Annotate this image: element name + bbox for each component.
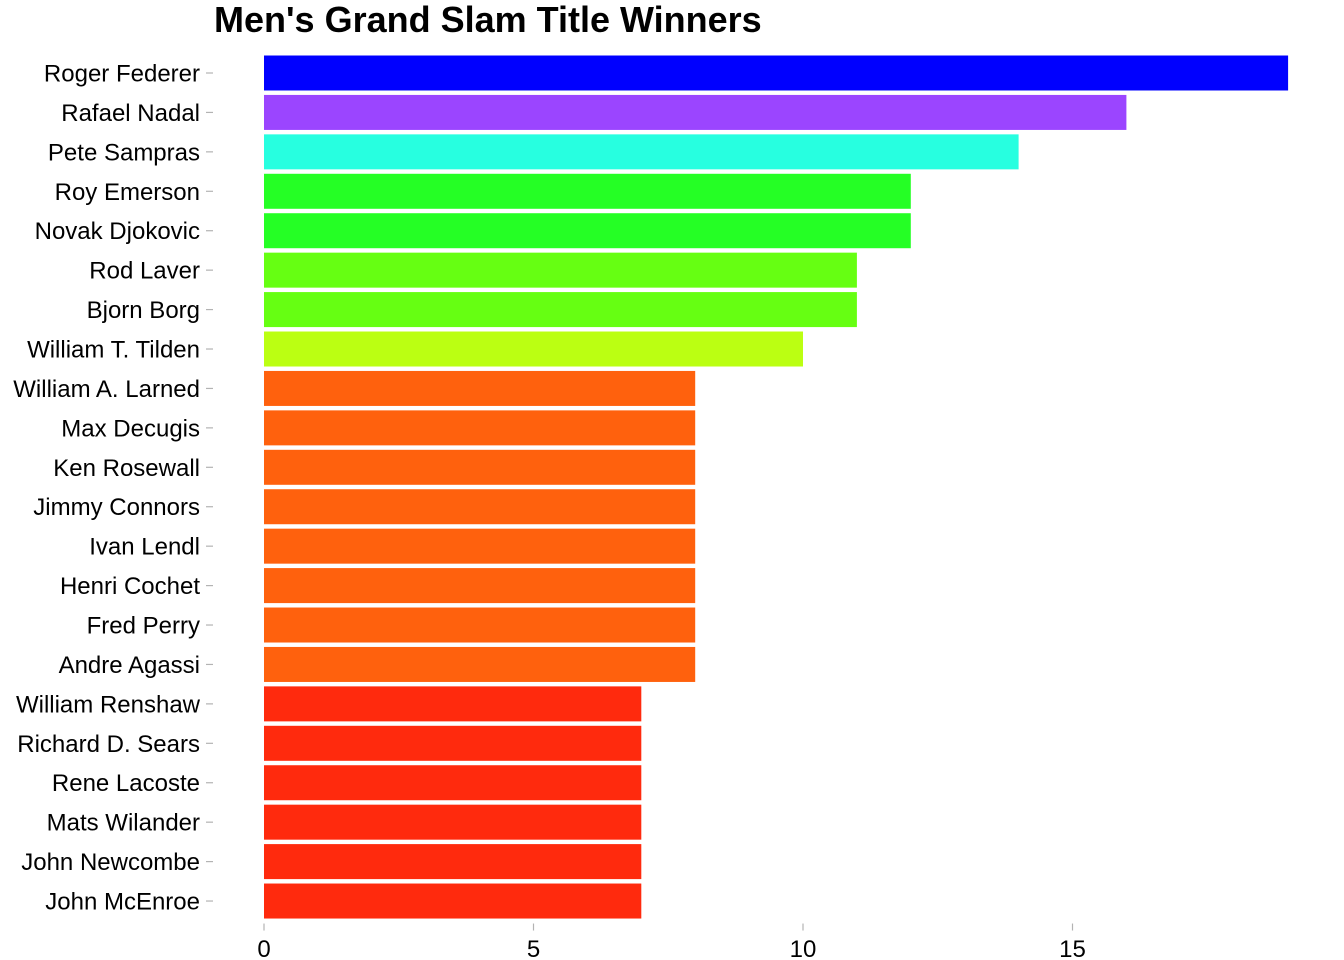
- bar-ivan-lendl: [264, 528, 696, 564]
- category-label-rafael-nadal: Rafael Nadal: [61, 100, 200, 127]
- bar-rafael-nadal: [264, 94, 1127, 130]
- x-tick-label-15: 15: [1059, 936, 1086, 960]
- category-label-john-newcombe: John Newcombe: [21, 849, 200, 876]
- category-label-mats-wilander: Mats Wilander: [47, 810, 200, 837]
- category-label-rene-lacoste: Rene Lacoste: [52, 770, 200, 797]
- category-label-rod-laver: Rod Laver: [89, 258, 200, 285]
- category-label-roy-emerson: Roy Emerson: [55, 179, 200, 206]
- x-tick-label-10: 10: [790, 936, 817, 960]
- bars-group: [264, 55, 1289, 919]
- category-label-max-decugis: Max Decugis: [61, 415, 200, 442]
- category-label-pete-sampras: Pete Sampras: [48, 139, 200, 166]
- category-label-ken-rosewall: Ken Rosewall: [53, 455, 200, 482]
- bar-pete-sampras: [264, 134, 1019, 170]
- category-label-richard-d-sears: Richard D. Sears: [17, 731, 200, 758]
- bar-john-mcenroe: [264, 883, 642, 919]
- bar-henri-cochet: [264, 568, 696, 604]
- bar-ken-rosewall: [264, 449, 696, 485]
- bar-william-renshaw: [264, 686, 642, 722]
- category-label-novak-djokovic: Novak Djokovic: [35, 218, 200, 245]
- bar-william-t-tilden: [264, 331, 803, 367]
- bar-max-decugis: [264, 410, 696, 446]
- bar-john-newcombe: [264, 844, 642, 880]
- bar-jimmy-connors: [264, 489, 696, 525]
- bar-rod-laver: [264, 252, 857, 288]
- bar-richard-d-sears: [264, 725, 642, 761]
- category-label-john-mcenroe: John McEnroe: [45, 889, 200, 916]
- category-label-william-renshaw: William Renshaw: [16, 691, 201, 718]
- category-label-roger-federer: Roger Federer: [44, 61, 200, 88]
- bar-andre-agassi: [264, 646, 696, 682]
- category-label-ivan-lendl: Ivan Lendl: [89, 534, 200, 561]
- bar-roy-emerson: [264, 173, 911, 209]
- bar-rene-lacoste: [264, 765, 642, 801]
- x-tick-label-5: 5: [527, 936, 540, 960]
- category-label-henri-cochet: Henri Cochet: [60, 573, 200, 600]
- category-labels: Roger Federer Rafael Nadal Pete Sampras Roy…: [13, 61, 213, 916]
- category-label-jimmy-connors: Jimmy Connors: [33, 494, 200, 521]
- bar-fred-perry: [264, 607, 696, 643]
- x-axis: 0 5 10 15: [257, 923, 1086, 960]
- category-label-fred-perry: Fred Perry: [87, 613, 200, 640]
- category-label-andre-agassi: Andre Agassi: [59, 652, 200, 679]
- bar-william-a-larned: [264, 370, 696, 406]
- category-label-william-a-larned: William A. Larned: [13, 376, 200, 403]
- category-label-bjorn-borg: Bjorn Borg: [87, 297, 200, 324]
- bar-novak-djokovic: [264, 213, 911, 249]
- bar-roger-federer: [264, 55, 1289, 91]
- bar-bjorn-borg: [264, 292, 857, 328]
- bar-mats-wilander: [264, 804, 642, 840]
- x-tick-label-0: 0: [257, 936, 270, 960]
- chart-title: Men's Grand Slam Title Winners: [214, 0, 762, 40]
- category-label-william-t-tilden: William T. Tilden: [27, 337, 200, 364]
